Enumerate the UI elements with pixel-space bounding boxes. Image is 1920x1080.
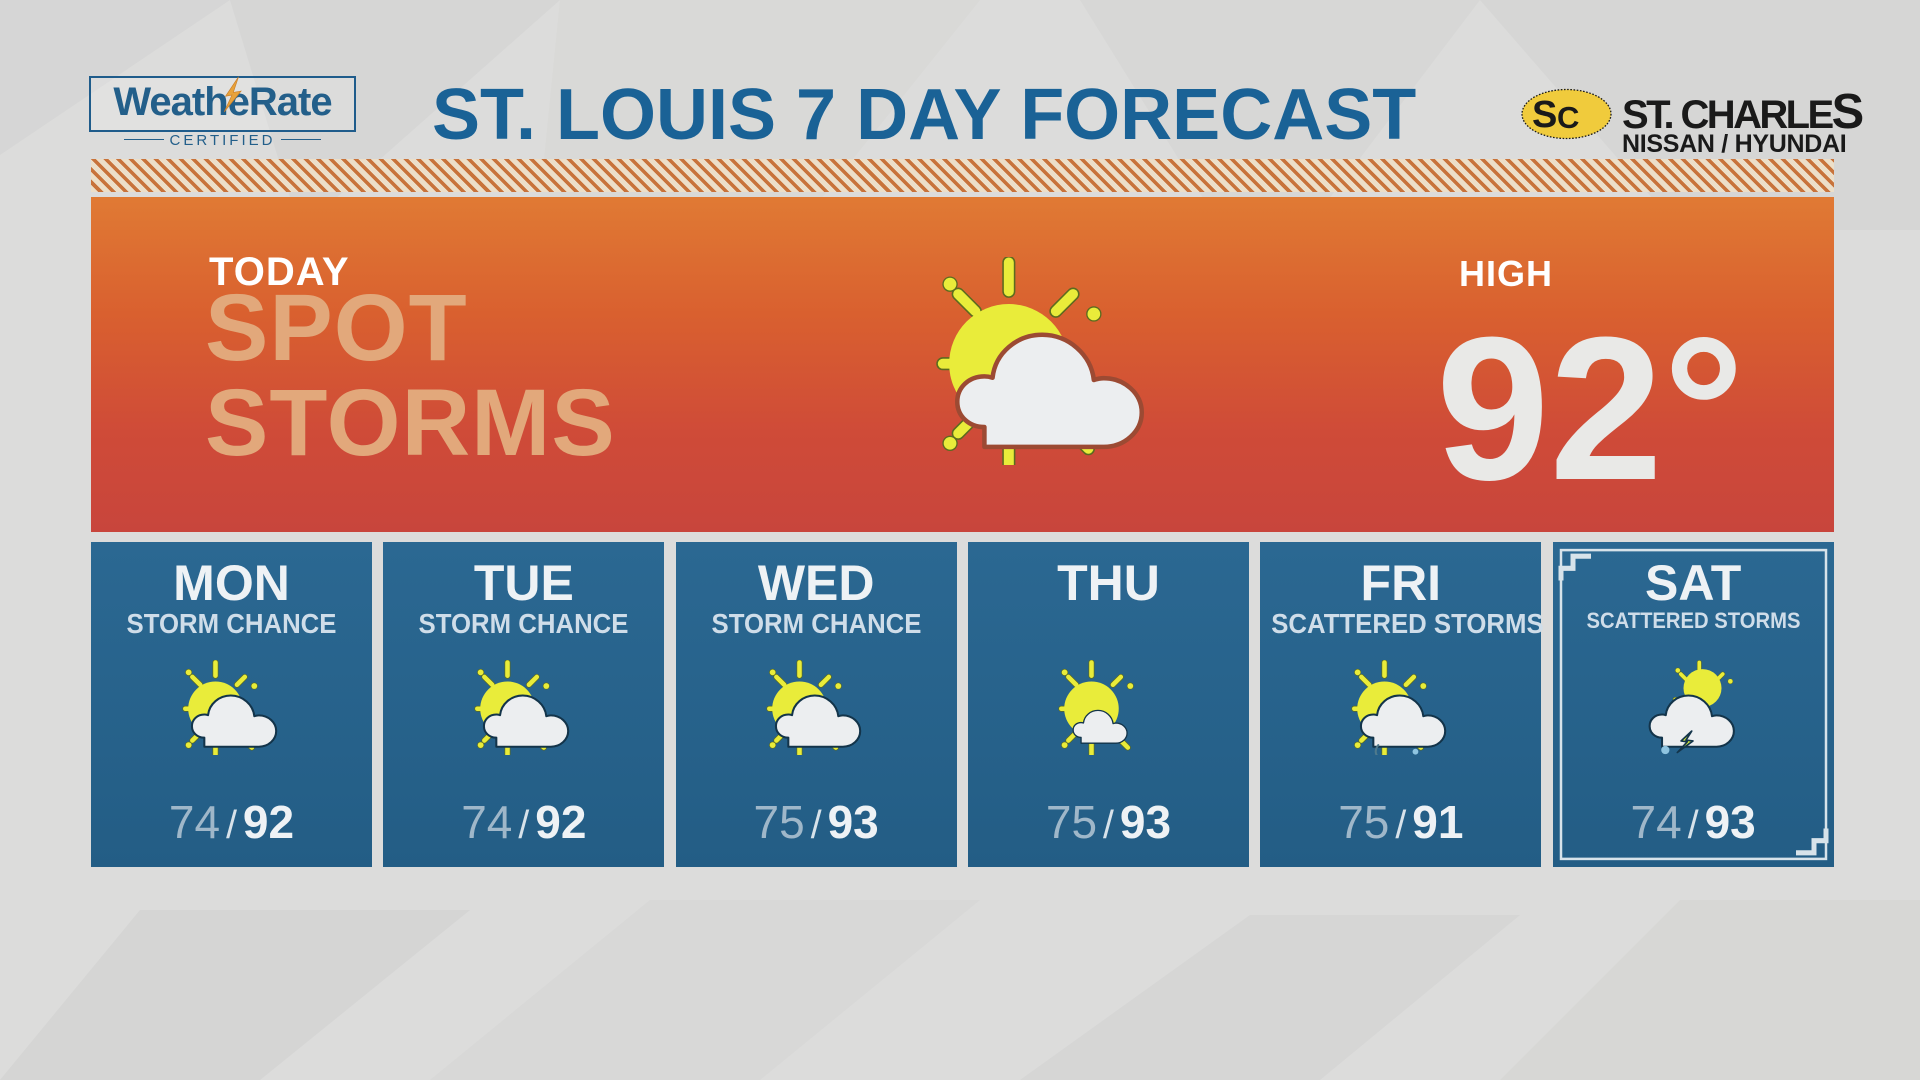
- svg-text:S: S: [1532, 94, 1556, 136]
- svg-text:C: C: [1557, 100, 1579, 135]
